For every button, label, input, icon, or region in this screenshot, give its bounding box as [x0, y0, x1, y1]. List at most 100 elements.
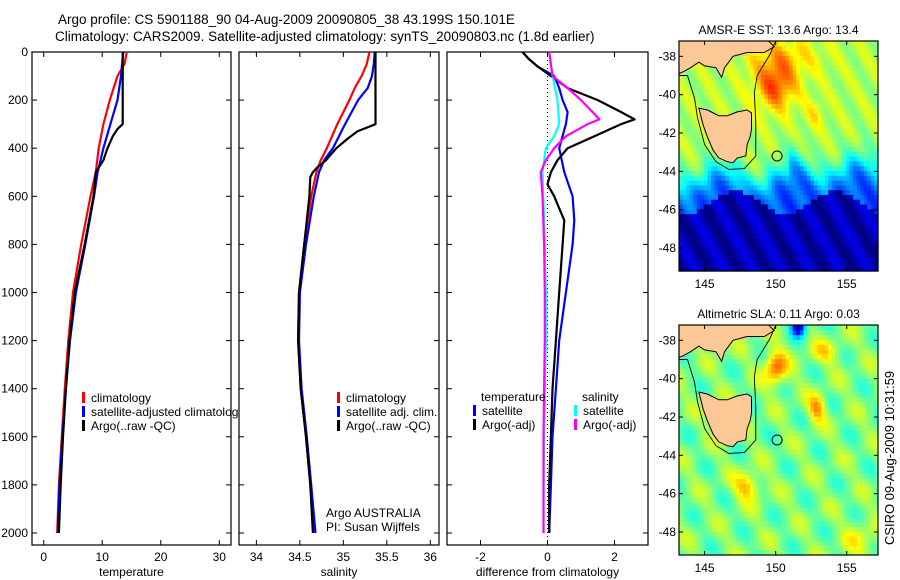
heatmap-cell [703, 79, 709, 85]
heatmap-cell [682, 483, 687, 489]
heatmap-cell [789, 531, 794, 537]
heatmap-cell [863, 232, 868, 239]
heatmap-cell [714, 511, 719, 518]
heatmap-cell [799, 492, 804, 499]
heatmap-cell [792, 507, 797, 513]
heatmap-cell [767, 65, 772, 71]
heatmap-cell [764, 189, 769, 195]
heatmap-cell [757, 213, 762, 219]
heatmap-cell [849, 112, 854, 119]
heatmap-cell [814, 256, 819, 262]
heatmap-cell [757, 184, 762, 191]
heatmap-cell [721, 368, 726, 374]
heatmap-cell [743, 74, 748, 80]
heatmap-cell [732, 473, 737, 479]
heatmap-cell [700, 175, 705, 181]
heatmap-cell [789, 242, 794, 248]
heatmap-cell [686, 141, 691, 147]
y-tick-label: -40 [659, 88, 677, 102]
heatmap-cell [725, 227, 730, 234]
heatmap-cell [693, 368, 698, 374]
heatmap-cell [821, 464, 826, 470]
heatmap-cell [849, 227, 854, 234]
heatmap-cell [711, 358, 716, 364]
heatmap-cell [803, 468, 808, 475]
heatmap-cell [867, 218, 872, 224]
heatmap-cell [689, 464, 694, 470]
heatmap-cell [803, 160, 808, 167]
heatmap-cell [831, 103, 836, 109]
heatmap-cell [739, 377, 744, 384]
heatmap-cell [842, 132, 847, 138]
heatmap-cell [785, 103, 790, 109]
heatmap-cell [831, 247, 836, 253]
heatmap-cell [746, 175, 751, 181]
y-tick-label: 0 [21, 45, 28, 59]
heatmap-cell [835, 69, 840, 76]
heatmap-cell [831, 325, 836, 331]
legend-heading-temperature: temperature [481, 390, 546, 404]
heatmap-cell [714, 160, 719, 167]
heatmap-cell [732, 165, 737, 171]
heatmap-cell [831, 531, 836, 537]
heatmap-cell [782, 108, 787, 114]
heatmap-cell [728, 103, 733, 109]
heatmap-cell [863, 203, 868, 210]
heatmap-cell [739, 368, 744, 374]
heatmap-cell [838, 60, 844, 66]
heatmap-cell [796, 372, 801, 379]
heatmap-cell [799, 497, 804, 503]
heatmap-cell [824, 396, 829, 403]
heatmap-cell [689, 377, 694, 384]
heatmap-cell [810, 440, 815, 446]
heatmap-cell [707, 84, 712, 90]
heatmap-cell [782, 535, 787, 542]
heatmap-cell [785, 256, 790, 262]
heatmap-cell [743, 459, 748, 465]
heatmap-cell [814, 329, 819, 336]
heatmap-cell [799, 242, 804, 248]
heatmap-cell [732, 232, 737, 239]
heatmap-cell [828, 478, 833, 484]
heatmap-cell [703, 93, 709, 100]
heatmap-cell [746, 454, 751, 460]
heatmap-cell [714, 74, 719, 80]
heatmap-cell [810, 444, 815, 451]
heatmap-cell [789, 329, 794, 336]
heatmap-cell [707, 98, 712, 104]
heatmap-cell [753, 199, 758, 205]
heatmap-cell [771, 108, 776, 114]
heatmap-cell [846, 127, 851, 133]
heatmap-cell [817, 540, 822, 546]
y-tick-label: 1200 [1, 334, 28, 348]
series-line-3 [539, 51, 601, 533]
heatmap-cell [757, 237, 762, 243]
heatmap-cell [778, 329, 783, 336]
heatmap-cell [721, 108, 726, 114]
heatmap-cell [831, 550, 836, 556]
heatmap-cell [806, 401, 812, 408]
heatmap-cell [718, 93, 723, 100]
heatmap-cell [792, 160, 797, 167]
heatmap-cell [686, 396, 691, 403]
heatmap-cell [796, 416, 801, 422]
heatmap-cell [785, 368, 790, 374]
heatmap-cell [796, 440, 801, 446]
heatmap-cell [782, 103, 787, 109]
heatmap-cell [707, 440, 712, 446]
heatmap-cell [760, 531, 765, 537]
heatmap-cell [849, 156, 854, 162]
heatmap-cell [764, 440, 769, 446]
heatmap-cell [700, 349, 705, 355]
heatmap-cell [824, 232, 829, 239]
heatmap-cell [863, 74, 868, 80]
heatmap-cell [767, 483, 772, 489]
heatmap-cell [725, 247, 730, 253]
heatmap-cell [789, 151, 794, 157]
heatmap-cell [785, 382, 790, 388]
heatmap-cell [711, 545, 716, 551]
heatmap-cell [746, 165, 751, 171]
heatmap-cell [750, 108, 755, 114]
heatmap-cell [821, 237, 826, 243]
heatmap-cell [739, 372, 744, 379]
